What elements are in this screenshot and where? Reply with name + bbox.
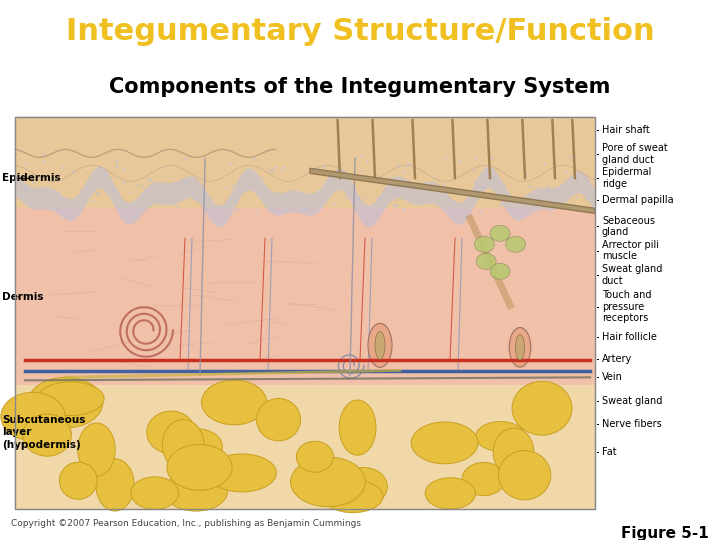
Text: Artery: Artery	[602, 354, 632, 364]
Ellipse shape	[131, 477, 179, 509]
Ellipse shape	[147, 411, 195, 454]
Ellipse shape	[476, 422, 525, 451]
Ellipse shape	[490, 264, 510, 279]
Text: Integumentary Structure/Function: Integumentary Structure/Function	[66, 17, 654, 46]
Ellipse shape	[375, 332, 385, 359]
Polygon shape	[15, 166, 595, 227]
Ellipse shape	[476, 253, 496, 269]
Ellipse shape	[78, 423, 115, 476]
Text: Epidermal
ridge: Epidermal ridge	[602, 167, 652, 189]
Text: Subcutaneous
layer
(hypodermis): Subcutaneous layer (hypodermis)	[2, 415, 86, 450]
Ellipse shape	[1, 392, 65, 441]
Text: Vein: Vein	[602, 372, 623, 382]
Polygon shape	[15, 117, 595, 208]
Text: Sebaceous
gland: Sebaceous gland	[602, 215, 655, 237]
Ellipse shape	[59, 462, 97, 500]
Ellipse shape	[490, 225, 510, 241]
Text: Pore of sweat
gland duct: Pore of sweat gland duct	[602, 143, 667, 165]
Text: Epidermis: Epidermis	[2, 173, 60, 184]
Ellipse shape	[167, 444, 232, 490]
FancyBboxPatch shape	[15, 117, 595, 208]
Ellipse shape	[426, 478, 475, 509]
Ellipse shape	[207, 454, 276, 492]
Ellipse shape	[411, 422, 478, 464]
Ellipse shape	[297, 441, 333, 472]
Ellipse shape	[339, 400, 376, 455]
Ellipse shape	[340, 468, 387, 506]
FancyBboxPatch shape	[15, 117, 595, 509]
Ellipse shape	[498, 451, 551, 500]
Ellipse shape	[162, 420, 204, 470]
Polygon shape	[310, 168, 595, 213]
Text: Nerve fibers: Nerve fibers	[602, 418, 662, 429]
Text: Dermal papilla: Dermal papilla	[602, 195, 674, 205]
Ellipse shape	[368, 323, 392, 367]
Text: Touch and
pressure
receptors: Touch and pressure receptors	[602, 291, 652, 323]
Ellipse shape	[323, 480, 383, 512]
Ellipse shape	[493, 428, 534, 476]
Ellipse shape	[37, 382, 104, 415]
Ellipse shape	[509, 328, 531, 367]
Text: Sweat gland
duct: Sweat gland duct	[602, 264, 662, 286]
FancyBboxPatch shape	[15, 208, 595, 386]
Ellipse shape	[169, 429, 222, 465]
Ellipse shape	[256, 399, 300, 441]
Text: Hair follicle: Hair follicle	[602, 332, 657, 342]
Ellipse shape	[474, 237, 495, 252]
Ellipse shape	[96, 459, 134, 511]
Text: Fat: Fat	[602, 447, 616, 457]
Text: Components of the Integumentary System: Components of the Integumentary System	[109, 77, 611, 98]
Ellipse shape	[164, 471, 228, 511]
Text: Sweat gland: Sweat gland	[602, 396, 662, 407]
Ellipse shape	[202, 380, 267, 425]
Ellipse shape	[462, 462, 505, 496]
Ellipse shape	[516, 335, 524, 360]
Ellipse shape	[28, 377, 103, 428]
Text: Dermis: Dermis	[2, 292, 43, 302]
Text: Figure 5-1: Figure 5-1	[621, 526, 709, 540]
Text: Copyright ©2007 Pearson Education, Inc., publishing as Benjamin Cummings: Copyright ©2007 Pearson Education, Inc.,…	[11, 518, 361, 528]
Ellipse shape	[23, 414, 71, 456]
Text: Hair shaft: Hair shaft	[602, 125, 649, 135]
Ellipse shape	[291, 457, 365, 507]
Ellipse shape	[505, 237, 526, 252]
Text: Arrector pili
muscle: Arrector pili muscle	[602, 240, 659, 261]
Ellipse shape	[512, 381, 572, 435]
